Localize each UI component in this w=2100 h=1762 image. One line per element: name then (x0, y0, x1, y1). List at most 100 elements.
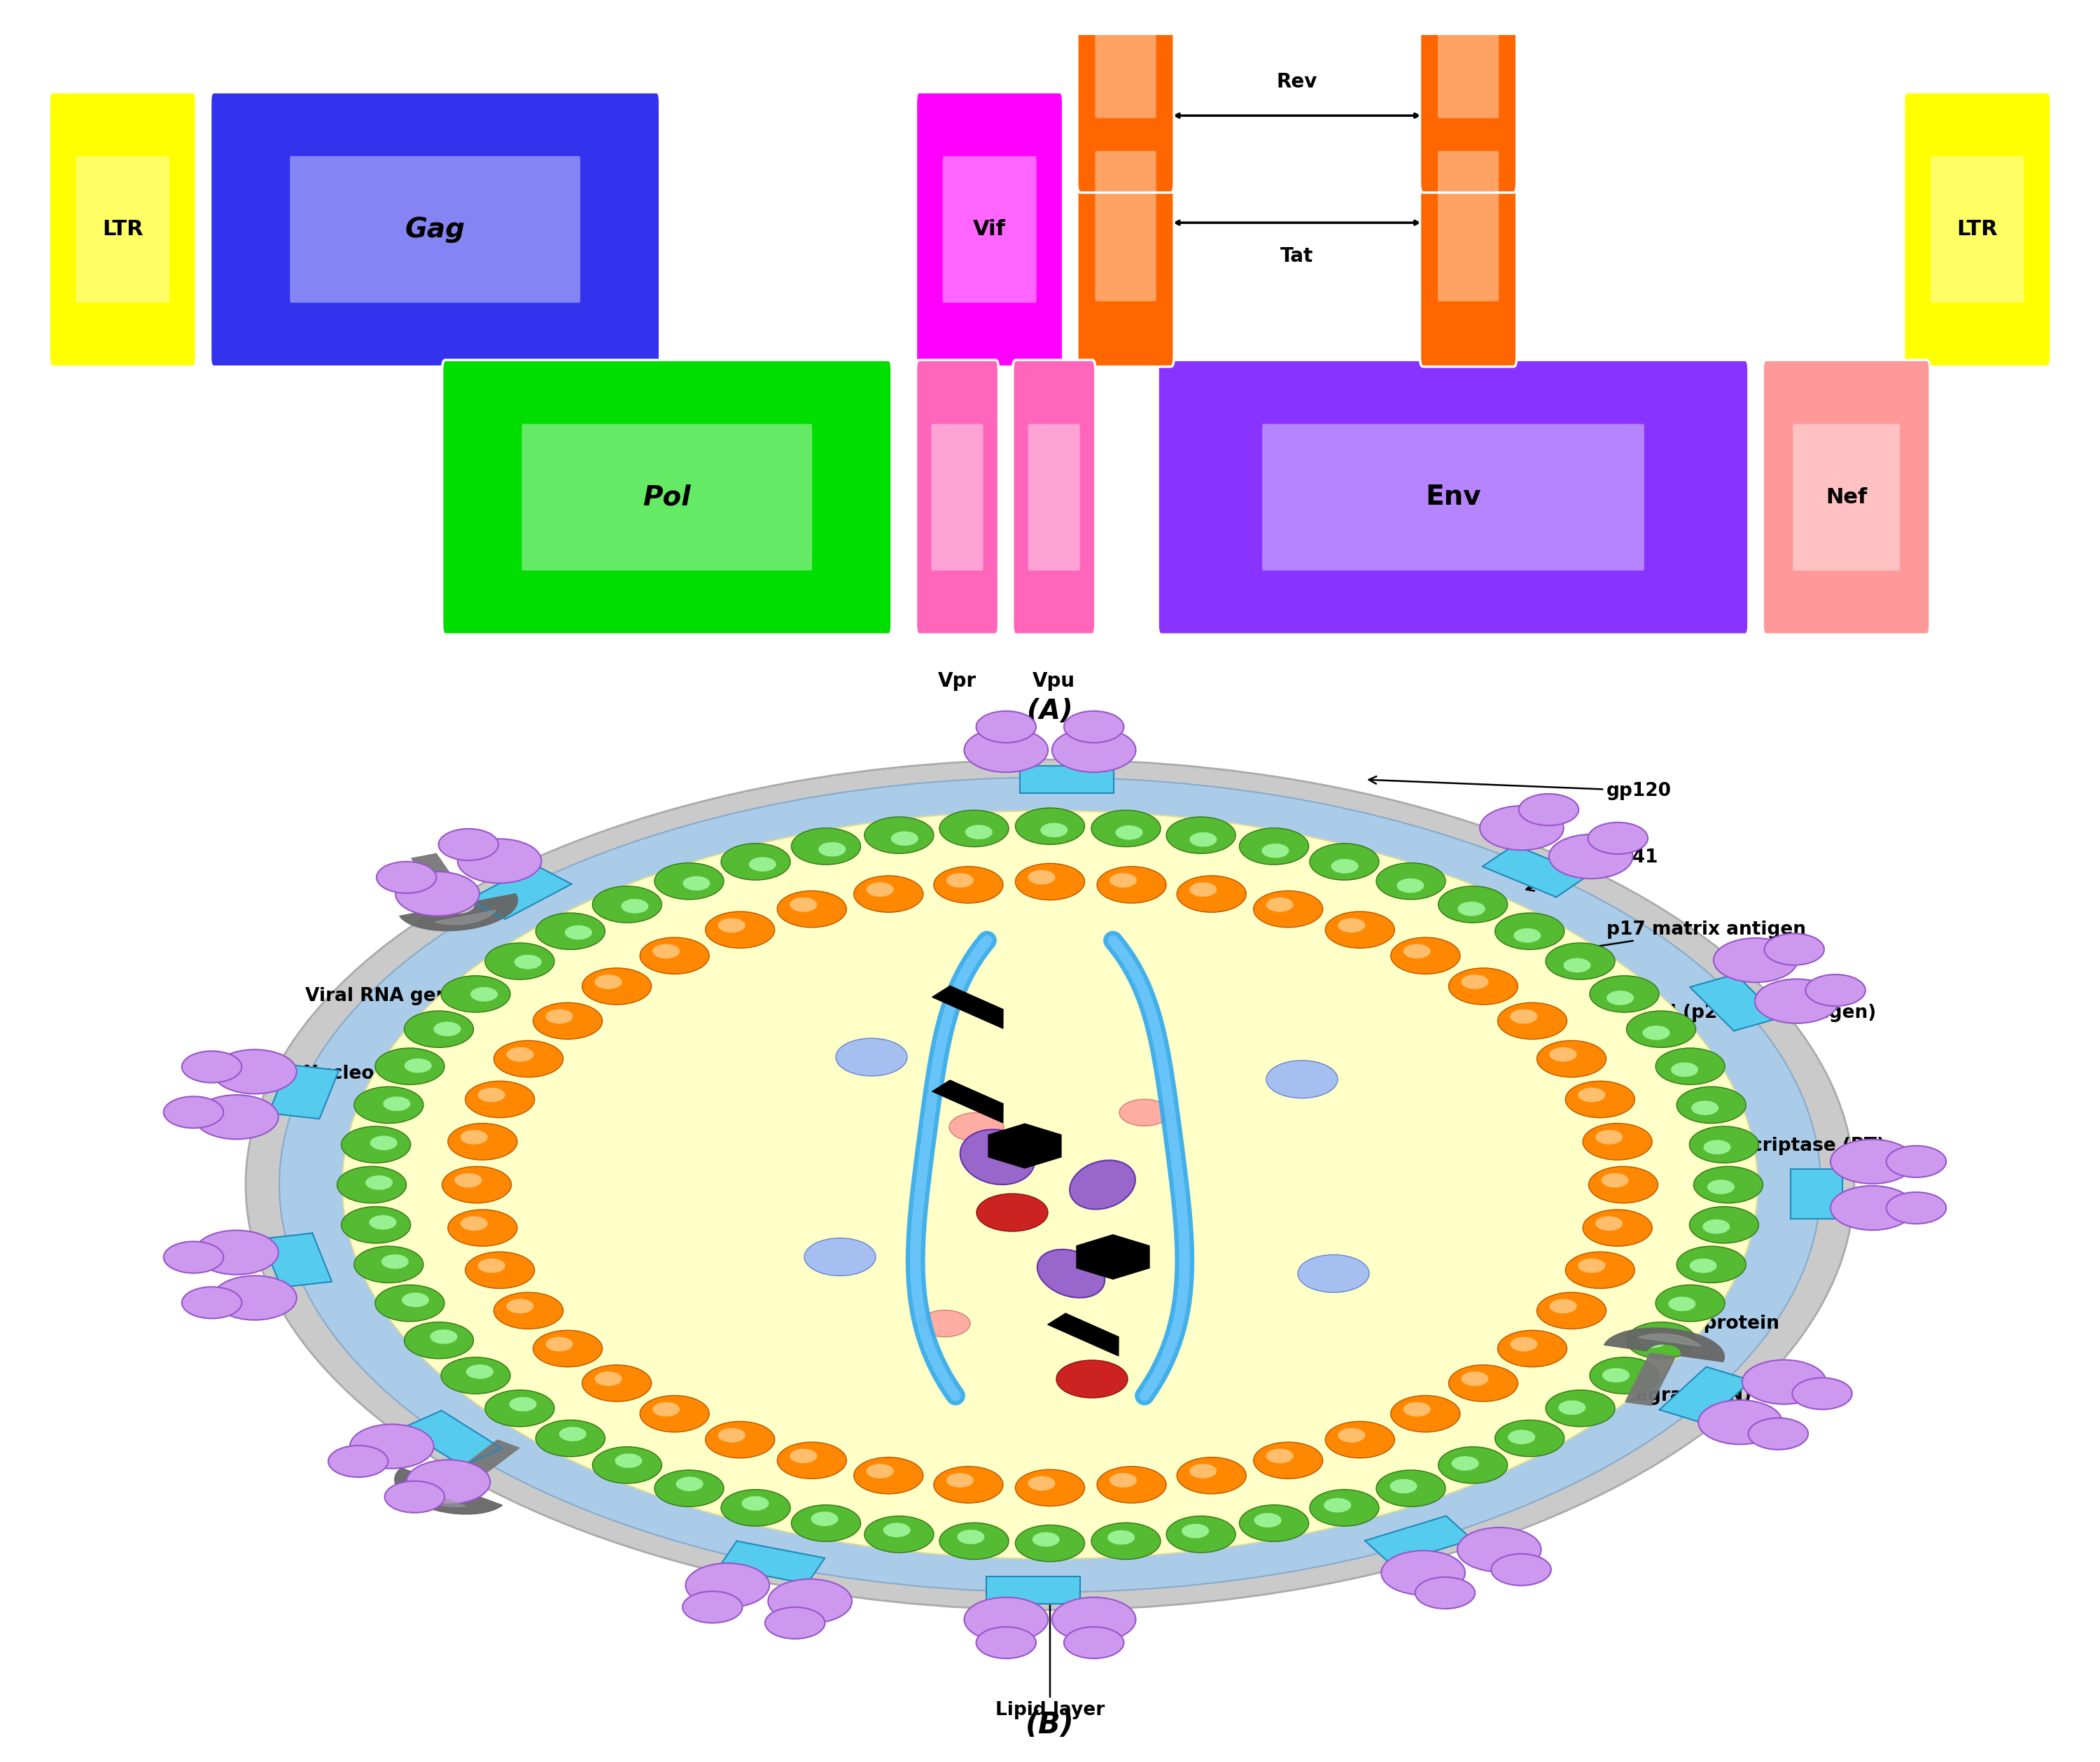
Circle shape (1266, 1448, 1294, 1462)
Circle shape (706, 911, 775, 948)
Circle shape (1672, 1062, 1699, 1077)
Circle shape (1699, 1401, 1783, 1445)
Circle shape (1596, 1129, 1623, 1144)
Circle shape (1254, 1441, 1323, 1478)
Circle shape (1096, 867, 1166, 904)
Circle shape (720, 1489, 790, 1526)
Circle shape (769, 1579, 853, 1623)
Circle shape (1510, 1337, 1537, 1351)
Circle shape (655, 863, 724, 899)
Circle shape (1239, 828, 1308, 865)
Polygon shape (262, 1233, 332, 1288)
Circle shape (819, 842, 846, 856)
Circle shape (1537, 1292, 1606, 1329)
Text: Integrase (IN): Integrase (IN) (1296, 1381, 1751, 1404)
Polygon shape (989, 1124, 1060, 1168)
Polygon shape (1077, 1235, 1149, 1279)
Circle shape (1262, 844, 1289, 858)
Circle shape (1065, 1626, 1124, 1658)
Ellipse shape (960, 1129, 1035, 1184)
Text: Nucleocapsid (NC): Nucleocapsid (NC) (302, 1064, 899, 1105)
Circle shape (466, 1364, 493, 1380)
Text: Gag: Gag (405, 217, 466, 243)
Circle shape (342, 1207, 412, 1244)
Circle shape (1109, 1473, 1136, 1487)
Circle shape (1438, 1447, 1508, 1484)
Text: LTR: LTR (103, 218, 143, 240)
Circle shape (1415, 1577, 1474, 1609)
Circle shape (279, 777, 1821, 1593)
Circle shape (460, 1129, 487, 1144)
Circle shape (403, 1011, 472, 1048)
Text: Pol: Pol (643, 485, 691, 511)
Circle shape (460, 1216, 487, 1230)
Circle shape (1688, 1207, 1758, 1244)
Text: Tat: Tat (1281, 247, 1312, 266)
Polygon shape (1659, 1367, 1751, 1424)
Circle shape (479, 1258, 506, 1272)
Circle shape (1514, 929, 1541, 943)
Circle shape (836, 1038, 907, 1077)
Circle shape (1189, 883, 1216, 897)
Circle shape (947, 1473, 974, 1487)
Circle shape (764, 1607, 825, 1639)
Circle shape (546, 1337, 573, 1351)
Circle shape (1886, 1193, 1947, 1225)
Ellipse shape (1037, 1249, 1105, 1299)
Circle shape (1189, 832, 1216, 848)
Text: Viral RNA genome: Viral RNA genome (304, 987, 930, 1017)
Circle shape (1480, 805, 1564, 849)
FancyBboxPatch shape (1094, 0, 1157, 118)
Circle shape (1550, 1047, 1577, 1062)
FancyBboxPatch shape (932, 425, 983, 571)
Circle shape (1583, 1209, 1653, 1246)
Circle shape (1239, 1505, 1308, 1542)
Circle shape (920, 1311, 970, 1337)
Circle shape (1016, 1524, 1084, 1561)
Polygon shape (987, 1577, 1079, 1603)
Text: Host cell protein: Host cell protein (1606, 1314, 1779, 1355)
Circle shape (1376, 863, 1445, 899)
Circle shape (355, 1246, 424, 1283)
Circle shape (1693, 1166, 1764, 1203)
FancyBboxPatch shape (76, 157, 170, 303)
Circle shape (855, 876, 924, 913)
FancyBboxPatch shape (943, 157, 1037, 303)
Text: Vpu: Vpu (1033, 671, 1075, 691)
Circle shape (1266, 897, 1294, 913)
Polygon shape (1365, 1515, 1472, 1565)
Circle shape (1497, 1330, 1567, 1367)
Circle shape (1176, 876, 1245, 913)
Circle shape (470, 987, 498, 1001)
Circle shape (370, 1216, 397, 1230)
FancyBboxPatch shape (1438, 0, 1499, 118)
FancyBboxPatch shape (48, 92, 195, 366)
Circle shape (1065, 712, 1124, 744)
Circle shape (1266, 1061, 1338, 1098)
Circle shape (1590, 976, 1659, 1013)
Circle shape (1338, 918, 1365, 932)
Circle shape (1508, 1429, 1535, 1445)
FancyBboxPatch shape (1262, 425, 1644, 571)
Circle shape (195, 1094, 279, 1140)
FancyBboxPatch shape (1930, 157, 2024, 303)
Circle shape (382, 1255, 410, 1269)
Circle shape (1462, 974, 1489, 988)
Circle shape (405, 1059, 433, 1073)
Circle shape (1438, 886, 1508, 923)
Circle shape (466, 1082, 536, 1117)
Circle shape (777, 1441, 846, 1478)
Circle shape (1092, 1522, 1161, 1559)
Text: Capsid (p24 core antigen): Capsid (p24 core antigen) (1401, 1004, 1875, 1043)
Text: Nef: Nef (1825, 486, 1867, 507)
Circle shape (1510, 1010, 1537, 1024)
Circle shape (485, 943, 554, 980)
Circle shape (1707, 1181, 1735, 1195)
Circle shape (1588, 1166, 1659, 1203)
Circle shape (1518, 795, 1579, 825)
FancyBboxPatch shape (1012, 359, 1096, 634)
Circle shape (510, 1397, 538, 1411)
Circle shape (430, 1330, 458, 1344)
Circle shape (355, 1087, 424, 1124)
Circle shape (1029, 1477, 1054, 1491)
